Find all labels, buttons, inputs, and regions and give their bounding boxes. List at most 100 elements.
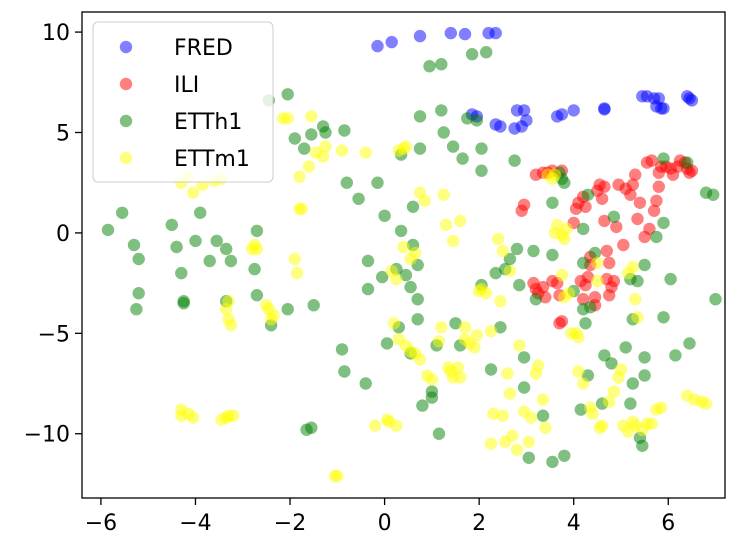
point-fred <box>650 100 663 113</box>
point-ettm1 <box>548 168 561 181</box>
point-ili <box>555 315 569 328</box>
point-etth1 <box>281 88 294 101</box>
point-ettm1 <box>631 311 644 324</box>
point-etth1 <box>638 258 651 272</box>
point-etth1 <box>636 439 649 452</box>
point-ili <box>650 194 663 207</box>
x-tick-label: 4 <box>567 511 581 536</box>
point-etth1 <box>581 188 595 201</box>
point-etth1 <box>517 381 531 394</box>
point-etth1 <box>432 427 446 440</box>
point-ettm1 <box>503 264 517 278</box>
point-etth1 <box>425 385 439 398</box>
point-ettm1 <box>655 401 668 414</box>
point-ili <box>577 293 590 306</box>
point-ettm1 <box>525 411 538 424</box>
point-etth1 <box>376 270 389 284</box>
point-etth1 <box>456 152 469 165</box>
point-ettm1 <box>551 218 564 232</box>
point-ettm1 <box>532 359 545 372</box>
point-etth1 <box>361 282 375 296</box>
point-etth1 <box>619 341 632 354</box>
x-tick-label: −6 <box>85 511 117 536</box>
point-ettm1 <box>220 303 233 316</box>
x-tick-label: −2 <box>274 511 306 536</box>
point-ettm1 <box>491 232 505 246</box>
point-ettm1 <box>250 242 264 256</box>
point-ettm1 <box>626 260 639 274</box>
point-etth1 <box>510 242 524 256</box>
point-ettm1 <box>603 395 616 408</box>
point-etth1 <box>305 128 318 141</box>
point-ettm1 <box>227 409 240 422</box>
point-etth1 <box>546 196 559 209</box>
point-etth1 <box>203 254 216 268</box>
point-etth1 <box>669 349 682 362</box>
point-etth1 <box>224 254 238 268</box>
point-ettm1 <box>484 325 498 338</box>
legend-label-ili: ILI <box>174 73 199 98</box>
point-etth1 <box>220 242 233 256</box>
point-ettm1 <box>432 335 446 348</box>
point-ettm1 <box>293 170 306 183</box>
point-ettm1 <box>435 321 448 334</box>
x-tick-label: 0 <box>378 511 392 536</box>
point-etth1 <box>558 449 571 462</box>
point-etth1 <box>650 230 663 244</box>
point-etth1 <box>170 240 183 254</box>
point-ettm1 <box>472 284 486 298</box>
point-etth1 <box>681 156 694 169</box>
point-ettm1 <box>595 419 609 432</box>
point-etth1 <box>404 280 417 294</box>
point-etth1 <box>546 455 559 469</box>
point-etth1 <box>657 311 670 324</box>
y-tick-label: 5 <box>56 121 70 146</box>
point-fred <box>385 35 398 49</box>
point-etth1 <box>638 369 651 382</box>
point-ettm1 <box>522 435 535 448</box>
point-ettm1 <box>591 256 604 270</box>
point-ettm1 <box>281 112 294 125</box>
point-ettm1 <box>558 232 571 246</box>
point-etth1 <box>709 293 722 306</box>
point-ettm1 <box>404 252 417 266</box>
point-etth1 <box>435 104 448 117</box>
point-ettm1 <box>468 341 481 354</box>
point-fred <box>598 102 611 115</box>
point-etth1 <box>664 272 677 286</box>
point-etth1 <box>574 403 587 416</box>
point-fred <box>555 108 569 121</box>
point-etth1 <box>446 140 460 153</box>
point-ettm1 <box>302 160 316 173</box>
point-ili <box>539 291 552 304</box>
point-etth1 <box>461 112 474 125</box>
point-ettm1 <box>539 421 552 434</box>
point-ettm1 <box>451 361 465 374</box>
point-etth1 <box>248 262 261 276</box>
point-etth1 <box>558 176 571 189</box>
point-ettm1 <box>437 188 450 201</box>
point-ettm1 <box>387 317 401 330</box>
point-etth1 <box>475 142 488 155</box>
legend-marker-fred <box>119 40 133 54</box>
point-etth1 <box>250 224 264 238</box>
point-ettm1 <box>454 214 467 228</box>
point-etth1 <box>406 200 420 213</box>
point-ettm1 <box>186 411 200 424</box>
point-ili <box>631 212 644 226</box>
series-ettm1 <box>175 110 713 483</box>
point-ili <box>536 280 550 294</box>
point-etth1 <box>307 299 320 312</box>
point-etth1 <box>175 266 188 280</box>
point-ettm1 <box>699 397 713 410</box>
point-etth1 <box>624 397 637 410</box>
point-fred <box>494 120 507 133</box>
point-ettm1 <box>439 218 453 232</box>
point-ili <box>626 178 639 191</box>
point-etth1 <box>132 252 145 266</box>
point-ettm1 <box>586 407 599 420</box>
point-etth1 <box>508 154 521 167</box>
point-etth1 <box>394 224 408 238</box>
point-ettm1 <box>572 331 585 344</box>
